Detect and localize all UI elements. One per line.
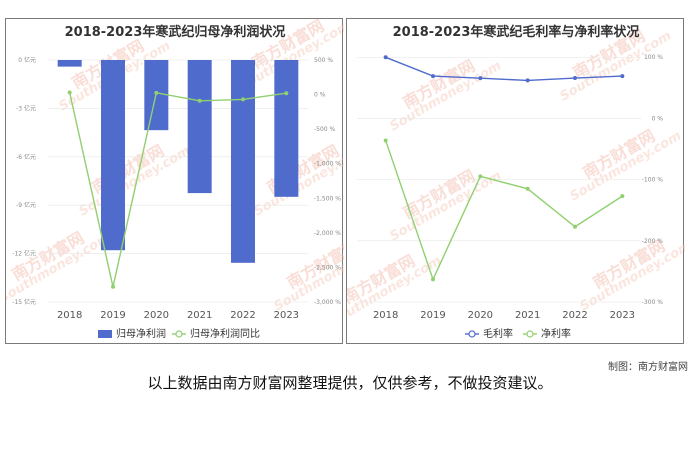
point-yoy-growth [111, 284, 115, 289]
y-left-tick-label: -15 亿元 [12, 298, 36, 306]
legend-label-bar: 归母净利润 [116, 327, 166, 340]
point-net-margin [525, 186, 530, 191]
y-right-tick-label: -200 % [642, 238, 664, 245]
y-right-tick-label: -1,000 % [314, 161, 341, 168]
point-yoy-growth [67, 90, 72, 95]
chart-credit: 制图：南方财富网 [608, 362, 688, 373]
point-yoy-growth [197, 98, 202, 103]
y-left-tick-label: -9 亿元 [16, 201, 36, 209]
x-tick-label: 2018 [57, 310, 82, 321]
line-net-margin [385, 140, 623, 282]
y-right-tick-label: -300 % [642, 299, 664, 306]
x-tick-label: 2020 [468, 310, 493, 321]
point-gross-margin [525, 78, 530, 83]
point-net-margin [478, 174, 483, 179]
point-net-margin [431, 277, 435, 282]
y-right-tick-label: -2,500 % [314, 264, 341, 271]
bar-net-profit [187, 60, 212, 194]
legend-label-line: 归母净利润同比 [190, 327, 260, 340]
y-left-tick-label: -12 亿元 [12, 250, 36, 258]
x-tick-label: 2019 [100, 310, 125, 321]
point-yoy-growth [284, 91, 289, 96]
point-gross-margin [478, 76, 483, 81]
y-left-tick-label: 0 亿元 [18, 56, 36, 64]
y-right-tick-label: -100 % [642, 177, 664, 184]
legend-label-gross: 毛利率 [483, 327, 513, 340]
line-yoy-growth [68, 92, 287, 287]
y-right-tick-label: 0 % [652, 115, 664, 122]
legend-marker-gross [468, 330, 476, 338]
x-tick-label: 2019 [420, 310, 445, 321]
x-tick-label: 2018 [373, 310, 398, 321]
y-left-tick-label: -6 亿元 [16, 153, 36, 161]
x-tick-label: 2021 [187, 310, 212, 321]
margin-chart: 南方财富网Southmoney.com南方财富网Southmoney.com南方… [347, 24, 685, 340]
point-net-margin [383, 138, 388, 143]
x-tick-label: 2023 [274, 310, 299, 321]
chart-panel-left: 南方财富网 Southmoney.com 南方财富网 Southmoney.com 南方… [5, 18, 344, 344]
y-right-tick-label: -3,000 % [314, 299, 341, 306]
bar-net-profit [101, 60, 125, 251]
y-right-tick-label: 0 % [314, 92, 326, 99]
point-net-margin [573, 224, 577, 229]
y-right-tick-label: 100 % [644, 54, 663, 61]
point-net-margin [620, 194, 625, 199]
y-left-tick-label: -3 亿元 [16, 104, 36, 112]
legend-label-net: 净利率 [541, 327, 571, 340]
point-gross-margin [383, 55, 388, 60]
x-tick-label: 2021 [515, 310, 540, 321]
point-yoy-growth [154, 90, 159, 95]
bar-net-profit [57, 60, 82, 67]
chart-title: 2018-2023年寒武纪毛利率与净利率状况 [393, 24, 640, 40]
chart-title: 2018-2023年寒武纪归母净利润状况 [65, 24, 286, 40]
legend-marker-line [175, 330, 183, 338]
point-gross-margin [620, 74, 625, 79]
y-right-tick-label: -500 % [314, 126, 336, 133]
legend-marker-net [526, 330, 534, 338]
y-right-tick-label: -1,500 % [314, 195, 341, 202]
point-gross-margin [573, 76, 577, 81]
chart-panel-right: 南方财富网 Southmoney.com 南方财富网 Southmoney.com 南方… [346, 18, 685, 344]
x-tick-label: 2023 [610, 310, 635, 321]
point-gross-margin [431, 74, 435, 79]
line-gross-margin [385, 56, 623, 82]
x-tick-label: 2022 [562, 310, 587, 321]
disclaimer-text: 以上数据由南方财富网整理提供，仅供参考，不做投资建议。 [147, 374, 553, 392]
x-tick-label: 2020 [144, 310, 169, 321]
y-right-tick-label: -2,000 % [314, 230, 341, 237]
legend-swatch-bar [98, 330, 112, 338]
y-right-tick-label: 500 % [314, 57, 333, 64]
bar-net-profit [231, 60, 255, 263]
x-tick-label: 2022 [230, 310, 255, 321]
bar-net-profit [274, 60, 299, 197]
point-yoy-growth [241, 97, 245, 102]
